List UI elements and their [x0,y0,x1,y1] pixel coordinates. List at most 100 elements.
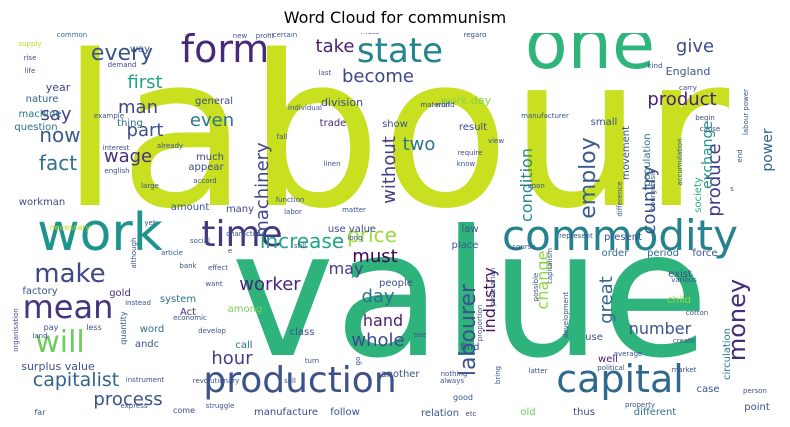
word-example: example [94,112,124,120]
word-individual: individual [288,104,322,112]
word-english: english [104,167,129,175]
word-bring: bring [494,366,502,384]
word-year: year [46,81,71,94]
word-even: even [190,110,234,131]
word-one: one [525,33,655,85]
word-exist: exist [668,269,692,280]
word-express: express [120,402,147,410]
word-etc: etc [466,410,477,417]
word-capital: capital [556,357,684,401]
word-interest: interest [103,144,130,152]
word-sell: sell [284,377,296,385]
word-possible: possible [532,273,540,302]
word-small: small [591,117,618,128]
word-yet: yet [144,219,155,227]
word-carry: carry [679,84,697,92]
word-organisation: organisation [12,308,20,352]
word-part: part [127,120,164,141]
word-old: old [520,407,535,417]
word-give: give [676,36,714,57]
word-labourer: labourer [456,283,481,376]
word-manufacturer: manufacturer [521,112,569,120]
word-course: course [512,243,535,251]
word-england: England [666,65,711,78]
word-political: political [597,364,624,372]
word-class: class [290,327,315,338]
word-common: common [57,33,88,39]
word-far: far [34,408,46,417]
word-present: present [604,232,642,243]
word-require: require [458,149,483,157]
word-circulation: circulation [722,328,733,380]
word-revolutionary: revolutionary [193,377,240,385]
word-hour: hour [211,348,253,369]
word-certain: certain [273,33,297,39]
word-find: find [461,342,480,353]
word-industry: industry [480,267,499,333]
word-nature: nature [26,94,59,105]
word-general: general [195,96,233,107]
word-day: day [361,286,394,307]
word-among: among [228,304,263,315]
word-law: law [461,224,478,235]
word-place: place [452,240,479,251]
word-time: time [201,214,282,255]
word-good: good [453,393,473,402]
word-another: another [380,369,420,380]
word-already: already [157,142,183,150]
word-must: must [352,246,397,267]
word-matter: matter [342,206,366,214]
word-power: power [760,128,776,172]
word-profit: profit [256,33,275,40]
word-machinery: machinery [252,142,273,238]
word-life: life [25,67,36,75]
word-machine: machine [19,109,62,120]
word-work-day: work day [441,94,492,107]
word-economic: economic [173,314,207,322]
word-struggle: struggle [206,402,235,410]
word-surplus-value: surplus value [21,360,95,373]
word-gold: gold [109,288,131,299]
word-follow: follow [330,407,360,417]
word-make: make [34,259,105,289]
word-commodity: commodity [502,211,738,260]
word-change: change [533,251,552,310]
word-factory: factory [22,286,57,297]
word-andc: andc [135,339,159,350]
word-long: long [347,234,362,242]
word-whole: whole [351,330,404,351]
word-production: production [203,360,396,401]
word-social: social [190,237,210,245]
word-word: word [140,324,165,335]
word-effect: effect [208,264,228,272]
word-property: property [625,401,655,409]
word-increase: increase [260,229,344,253]
word-less: less [86,323,101,332]
word-number: number [629,319,692,338]
word-division: division [321,96,363,109]
word-come: come [173,406,195,415]
word-use-value: use value [328,224,376,235]
word-two: two [403,134,436,155]
word-still: still [294,242,306,250]
word-amount: amount [171,202,210,213]
word-may: may [329,259,364,278]
word-represent: represent [559,232,593,240]
word-capitalism: capitalism [546,248,554,284]
word-price: price [347,223,397,247]
word-function: function [276,196,305,204]
word-bank: bank [179,262,197,270]
word-person: person [743,387,767,395]
word-various: various [671,276,697,284]
word-mean: mean [23,288,114,326]
word-world: world [435,101,454,109]
word-proportion: proportion [476,305,484,341]
word-show: show [382,119,408,130]
word-society: society [693,177,704,213]
word-go: go [354,357,362,366]
word-different: different [634,407,677,417]
word-man: man [118,97,158,118]
word-turn: turn [305,357,319,365]
word-without: without [379,136,400,204]
word-fall: fall [277,133,288,141]
